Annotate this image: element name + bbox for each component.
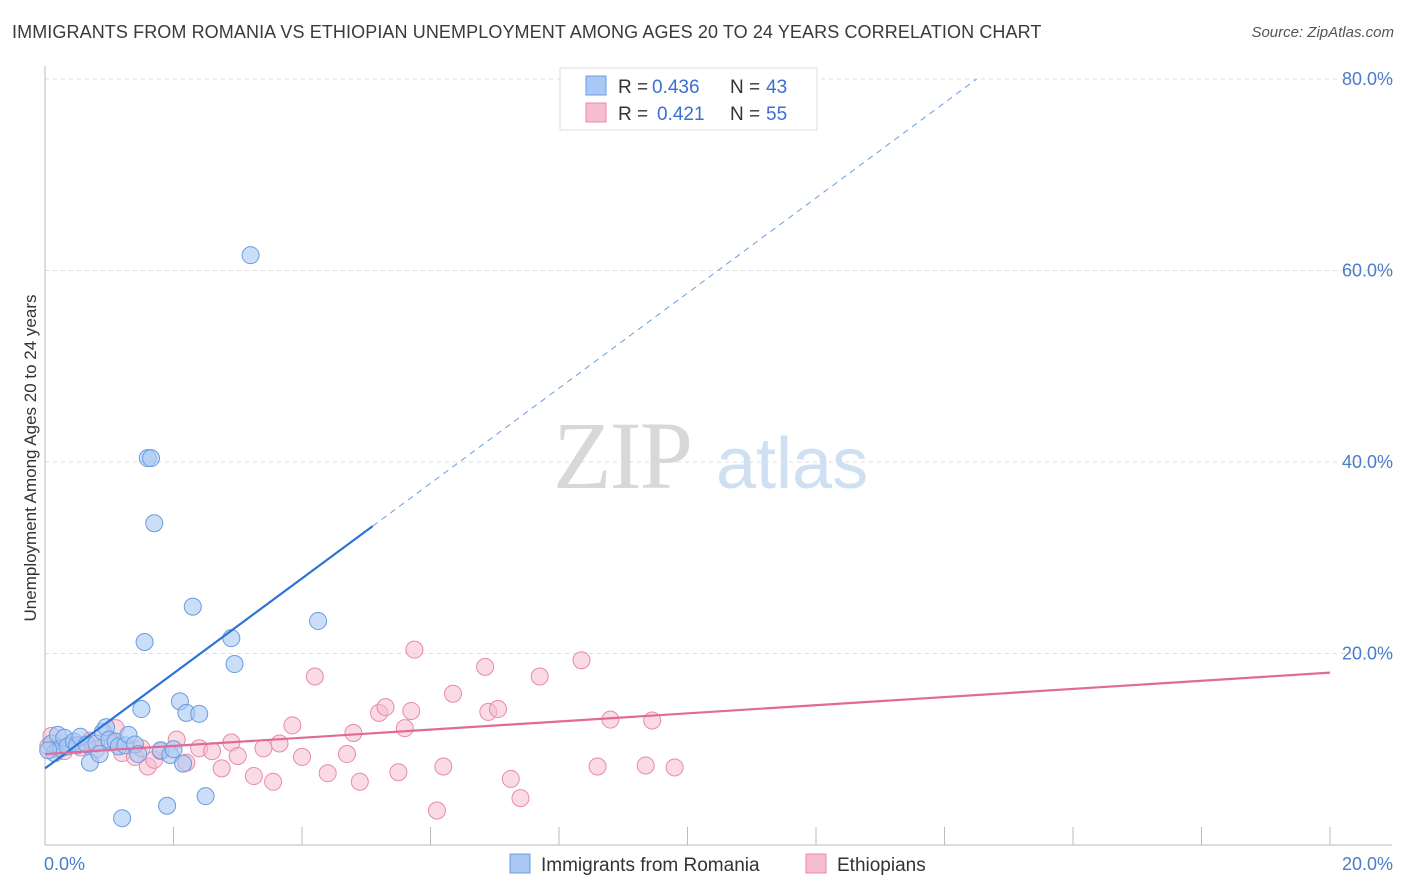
romania-point bbox=[90, 745, 109, 764]
x-tick-label: 20.0% bbox=[1342, 854, 1393, 874]
romania-point bbox=[113, 809, 132, 828]
romania-point bbox=[145, 514, 164, 533]
watermark-zip: ZIP bbox=[553, 402, 691, 509]
ethiopians-point bbox=[636, 756, 655, 775]
ethiopians-point bbox=[389, 763, 408, 782]
romania-trend-extension bbox=[372, 78, 977, 527]
trend-lines bbox=[44, 78, 1331, 770]
ethiopians-point bbox=[488, 700, 507, 719]
watermark-atlas: atlas bbox=[716, 424, 868, 504]
ethiopians-point bbox=[228, 746, 247, 765]
ethiopians-point bbox=[344, 723, 363, 742]
ethiopians-trend-line bbox=[44, 671, 1331, 756]
source-label: Source: ZipAtlas.com bbox=[1251, 24, 1394, 41]
romania-point bbox=[190, 704, 209, 723]
watermark: ZIP atlas bbox=[553, 402, 868, 509]
romania-point bbox=[225, 655, 244, 674]
ethiopians-point bbox=[405, 640, 424, 659]
romania-point bbox=[241, 246, 260, 265]
legend-swatch-blue bbox=[585, 75, 607, 96]
bottom-legend-label: Ethiopians bbox=[837, 855, 926, 876]
x-tick-label: 0.0% bbox=[44, 854, 85, 874]
ethiopians-point bbox=[270, 734, 289, 753]
romania-point bbox=[196, 787, 215, 806]
ethiopians-point bbox=[395, 719, 414, 738]
legend-r-label: R = bbox=[618, 104, 648, 125]
y-tick-label: 60.0% bbox=[1342, 261, 1393, 281]
legend-n-label: N = bbox=[730, 77, 760, 98]
gridlines bbox=[45, 78, 1392, 654]
ethiopians-point bbox=[264, 772, 283, 791]
romania-trend-line bbox=[44, 525, 374, 770]
ethiopians-point bbox=[318, 764, 337, 783]
romania-point bbox=[164, 740, 183, 759]
ethiopians-point bbox=[588, 757, 607, 776]
romania-points bbox=[39, 246, 328, 828]
romania-point bbox=[158, 796, 177, 815]
ethiopians-points bbox=[39, 640, 684, 820]
axes bbox=[44, 66, 1392, 846]
ethiopians-point bbox=[511, 789, 530, 808]
ethiopians-point bbox=[293, 747, 311, 766]
ethiopians-point bbox=[283, 716, 302, 735]
ethiopians-point bbox=[572, 651, 591, 670]
legend-r-label: R = bbox=[618, 77, 648, 98]
bottom-legend-swatch-blue bbox=[509, 853, 531, 874]
ethiopians-point bbox=[376, 698, 395, 717]
legend-r-value: 0.421 bbox=[657, 104, 705, 125]
ethiopians-point bbox=[427, 801, 446, 820]
legend-r-value: 0.436 bbox=[652, 77, 700, 98]
romania-point bbox=[142, 449, 161, 468]
ethiopians-point bbox=[203, 742, 222, 761]
romania-point bbox=[174, 754, 193, 773]
ethiopians-point bbox=[402, 701, 421, 720]
romania-point bbox=[132, 700, 151, 719]
legend-swatch-pink bbox=[585, 102, 607, 123]
bottom-legend-label: Immigrants from Romania bbox=[541, 855, 760, 876]
ethiopians-point bbox=[530, 667, 549, 686]
ethiopians-point bbox=[443, 684, 462, 703]
romania-point bbox=[222, 629, 241, 648]
y-tick-label: 20.0% bbox=[1342, 644, 1393, 664]
ethiopians-point bbox=[337, 745, 356, 764]
ethiopians-point bbox=[212, 759, 231, 778]
ethiopians-point bbox=[244, 767, 263, 786]
romania-point bbox=[39, 741, 58, 760]
ethiopians-point bbox=[665, 758, 684, 777]
tick-labels: 20.0% 40.0% 60.0% 80.0% 0.0% 20.0% bbox=[44, 69, 1393, 874]
romania-point bbox=[183, 597, 202, 616]
bottom-legend: Immigrants from Romania Ethiopians bbox=[509, 853, 926, 876]
legend-box: R = 0.436 N = 43 R = 0.421 N = 55 bbox=[559, 67, 818, 131]
chart-title: IMMIGRANTS FROM ROMANIA VS ETHIOPIAN UNE… bbox=[12, 22, 1042, 42]
legend-n-value: 55 bbox=[766, 104, 787, 125]
bottom-legend-swatch-pink bbox=[805, 853, 827, 874]
ethiopians-point bbox=[350, 772, 369, 791]
y-tick-label: 80.0% bbox=[1342, 69, 1393, 89]
ethiopians-point bbox=[501, 769, 520, 788]
ethiopians-point bbox=[254, 739, 273, 758]
romania-point bbox=[135, 633, 154, 652]
ethiopians-point bbox=[305, 667, 324, 686]
ethiopians-point bbox=[434, 757, 453, 776]
y-axis-label: Unemployment Among Ages 20 to 24 years bbox=[21, 295, 40, 622]
ethiopians-point bbox=[476, 657, 495, 676]
romania-point bbox=[129, 745, 148, 764]
y-tick-label: 40.0% bbox=[1342, 452, 1393, 472]
legend-n-label: N = bbox=[730, 104, 760, 125]
legend-n-value: 43 bbox=[766, 77, 787, 98]
romania-point bbox=[309, 611, 328, 630]
